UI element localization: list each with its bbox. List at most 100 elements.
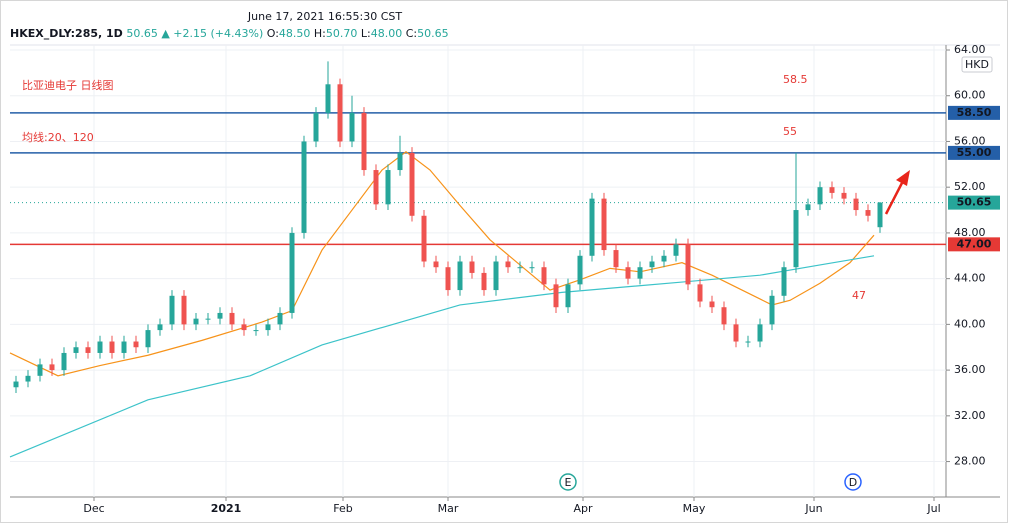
candle-body bbox=[745, 341, 751, 343]
candle-body bbox=[397, 152, 403, 171]
candle-body bbox=[109, 341, 115, 353]
x-tick-label: Apr bbox=[573, 502, 593, 515]
candle-body bbox=[133, 341, 139, 348]
candle-body bbox=[577, 255, 583, 285]
candle-body bbox=[277, 312, 283, 325]
candle-body bbox=[793, 210, 799, 268]
candle-body bbox=[445, 267, 451, 291]
x-tick-label: Jul bbox=[926, 502, 940, 515]
event-marker bbox=[844, 473, 862, 491]
candle-body bbox=[13, 381, 19, 388]
annotation-subtitle: 均线:20、120 bbox=[22, 130, 94, 144]
timestamp: June 17, 2021 16:55:30 CST bbox=[247, 10, 402, 23]
candle-body bbox=[541, 267, 547, 285]
candle-body bbox=[697, 284, 703, 302]
candle-body bbox=[721, 307, 727, 325]
price-label-bg bbox=[948, 105, 1000, 120]
y-tick-label: 48.00 bbox=[954, 226, 986, 239]
moving-average bbox=[9, 255, 875, 458]
candle-body bbox=[673, 244, 679, 256]
x-tick-label: Feb bbox=[333, 502, 352, 515]
price-label: 58.50 bbox=[957, 106, 992, 119]
candle-body bbox=[805, 204, 811, 211]
candle-body bbox=[349, 112, 355, 142]
event-label: E bbox=[565, 476, 572, 489]
candle-body bbox=[685, 244, 691, 285]
candle-body bbox=[865, 210, 871, 216]
event-label: D bbox=[849, 476, 857, 489]
candle-body bbox=[529, 267, 535, 269]
candle-body bbox=[505, 261, 511, 268]
annotation-upper: 58.5 bbox=[783, 73, 808, 86]
candle-body bbox=[241, 324, 247, 331]
candle-body bbox=[433, 261, 439, 268]
y-tick-label: 64.00 bbox=[954, 43, 986, 56]
x-tick-label: Dec bbox=[83, 502, 104, 515]
y-tick-label: 40.00 bbox=[954, 317, 986, 330]
candle-body bbox=[253, 330, 259, 332]
annotation-middle: 55 bbox=[783, 125, 797, 138]
moving-average bbox=[9, 150, 875, 377]
last: 50.65 bbox=[126, 27, 158, 40]
candle-body bbox=[97, 341, 103, 353]
y-tick-label: 52.00 bbox=[954, 180, 986, 193]
candle-body bbox=[817, 187, 823, 205]
candle-body bbox=[853, 198, 859, 211]
symbol: HKEX_DLY:285, 1D bbox=[10, 27, 123, 40]
event-marker bbox=[559, 473, 577, 491]
ohlc-value: 48.00 bbox=[371, 27, 403, 40]
candle-body bbox=[217, 312, 223, 319]
candle-body bbox=[613, 250, 619, 268]
candle-body bbox=[61, 352, 67, 371]
x-tick-label: 2021 bbox=[211, 502, 242, 515]
price-label-bg bbox=[948, 237, 1000, 252]
legend-line: HKEX_DLY:285, 1D 50.65 ▲ +2.15 (+4.43%) … bbox=[10, 27, 449, 40]
plot: 28.00 32.00 36.00 40.00 44.00 48.00 52.00 56.00… bbox=[9, 43, 986, 515]
candle-body bbox=[169, 295, 175, 325]
candle-body bbox=[769, 295, 775, 325]
y-tick-label: 56.00 bbox=[954, 134, 986, 147]
price-label: 47.00 bbox=[957, 237, 992, 250]
price-label-bg bbox=[948, 145, 1000, 160]
price-label: 50.65 bbox=[957, 196, 992, 209]
candle-body bbox=[649, 261, 655, 268]
candle-body bbox=[493, 261, 499, 291]
candle-body bbox=[733, 324, 739, 342]
candle-body bbox=[193, 318, 199, 325]
y-tick-label: 28.00 bbox=[954, 455, 986, 468]
candle-body bbox=[385, 170, 391, 205]
currency-box bbox=[961, 56, 993, 73]
x-tick-label: Mar bbox=[438, 502, 459, 515]
ohlc-value: 50.70 bbox=[326, 27, 358, 40]
candle-body bbox=[709, 301, 715, 308]
ohlc-label: H: bbox=[314, 27, 326, 40]
change: ▲ +2.15 (+4.43%) bbox=[161, 27, 263, 40]
candle-body bbox=[205, 318, 211, 320]
arrow-head bbox=[896, 170, 910, 186]
candle-body bbox=[73, 347, 79, 353]
candle-body bbox=[313, 112, 319, 142]
ohlc-label: C: bbox=[406, 27, 417, 40]
candle-body bbox=[157, 324, 163, 331]
candle-body bbox=[481, 272, 487, 291]
candle-body bbox=[517, 267, 523, 269]
candle-body bbox=[337, 84, 343, 142]
candle-body bbox=[325, 84, 331, 113]
x-tick-label: Jun bbox=[804, 502, 822, 515]
x-tick-label: May bbox=[683, 502, 706, 515]
candle-body bbox=[373, 170, 379, 205]
candle-body bbox=[25, 375, 31, 382]
candle-body bbox=[409, 152, 415, 216]
y-tick-label: 32.00 bbox=[954, 409, 986, 422]
arrow bbox=[884, 180, 905, 215]
price-label: 55.00 bbox=[957, 146, 992, 159]
y-tick-label: 60.00 bbox=[954, 89, 986, 102]
candle-body bbox=[85, 347, 91, 353]
candle-body bbox=[145, 330, 151, 348]
annotation-title: 比亚迪电子 日线图 bbox=[22, 78, 114, 92]
ohlc-label: O: bbox=[267, 27, 279, 40]
candle-body bbox=[49, 364, 55, 371]
candle-body bbox=[829, 187, 835, 193]
